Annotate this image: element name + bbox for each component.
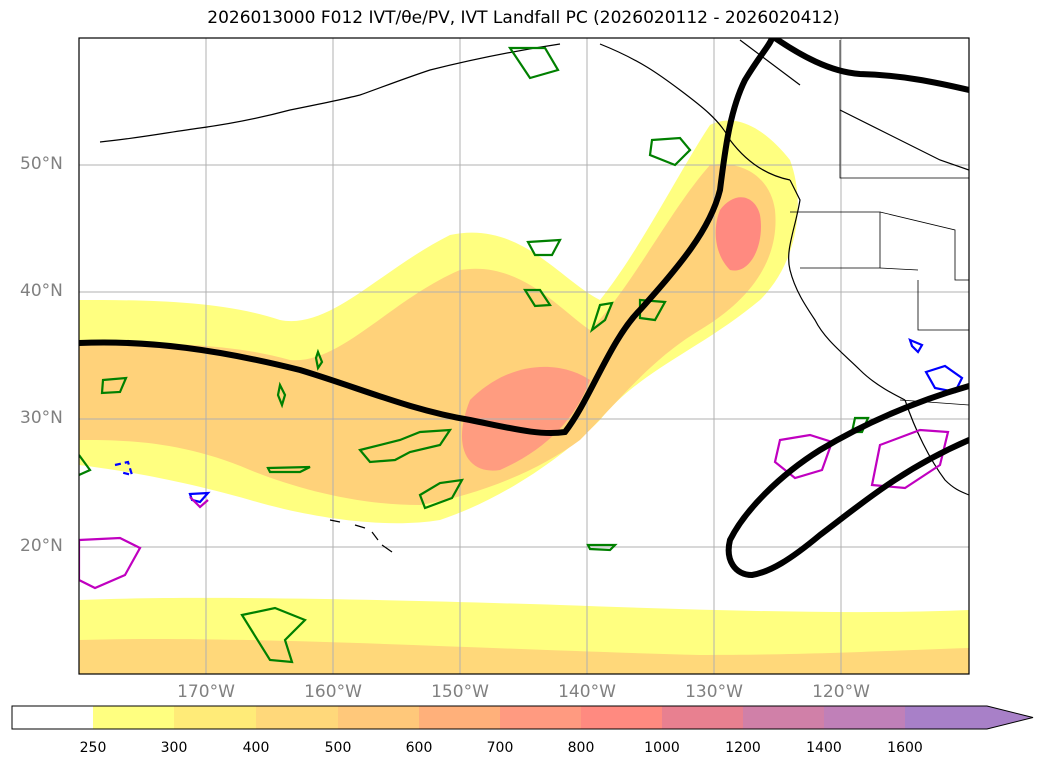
colorbar-label: 500 (324, 740, 352, 756)
colorbar-label: 1200 (725, 740, 761, 756)
colorbar-label: 1400 (806, 740, 842, 756)
lon-label-170w: 170°W (177, 682, 235, 702)
theta-contours (114, 338, 964, 504)
lat-label-50n: 50°N (20, 154, 63, 174)
lon-label-140w: 140°W (558, 682, 616, 702)
political-boundaries (790, 40, 969, 406)
map-title: 2026013000 F012 IVT/θe/PV, IVT Landfall … (207, 8, 840, 28)
colorbar-label: 1000 (644, 740, 680, 756)
lon-label-130w: 130°W (685, 682, 743, 702)
gridlines (79, 38, 969, 674)
colorbar-label: 1600 (887, 740, 923, 756)
ivt-landfall-pc-lines (79, 38, 969, 579)
lat-label-40n: 40°N (20, 281, 63, 301)
colorbar-label: 250 (79, 740, 107, 756)
colorbar-label: 700 (486, 740, 514, 756)
lon-label-160w: 160°W (304, 682, 362, 702)
magenta-contours (79, 428, 950, 590)
ivt-core-north (715, 197, 761, 271)
map-frame (78, 37, 970, 675)
lon-label-120w: 120°W (812, 682, 870, 702)
colorbar-label: 400 (242, 740, 270, 756)
pv-contours (79, 46, 870, 664)
colorbar-label: 800 (567, 740, 595, 756)
lon-label-150w: 150°W (431, 682, 489, 702)
colorbar-label: 300 (160, 740, 188, 756)
ivt-band-mid (79, 164, 776, 505)
ivt-band-south-mid (79, 638, 969, 674)
lat-label-30n: 30°N (20, 408, 63, 428)
lat-label-20n: 20°N (20, 536, 63, 556)
colorbar-label: 600 (405, 740, 433, 756)
colorbar (11, 705, 1034, 730)
coastlines (99, 39, 969, 553)
